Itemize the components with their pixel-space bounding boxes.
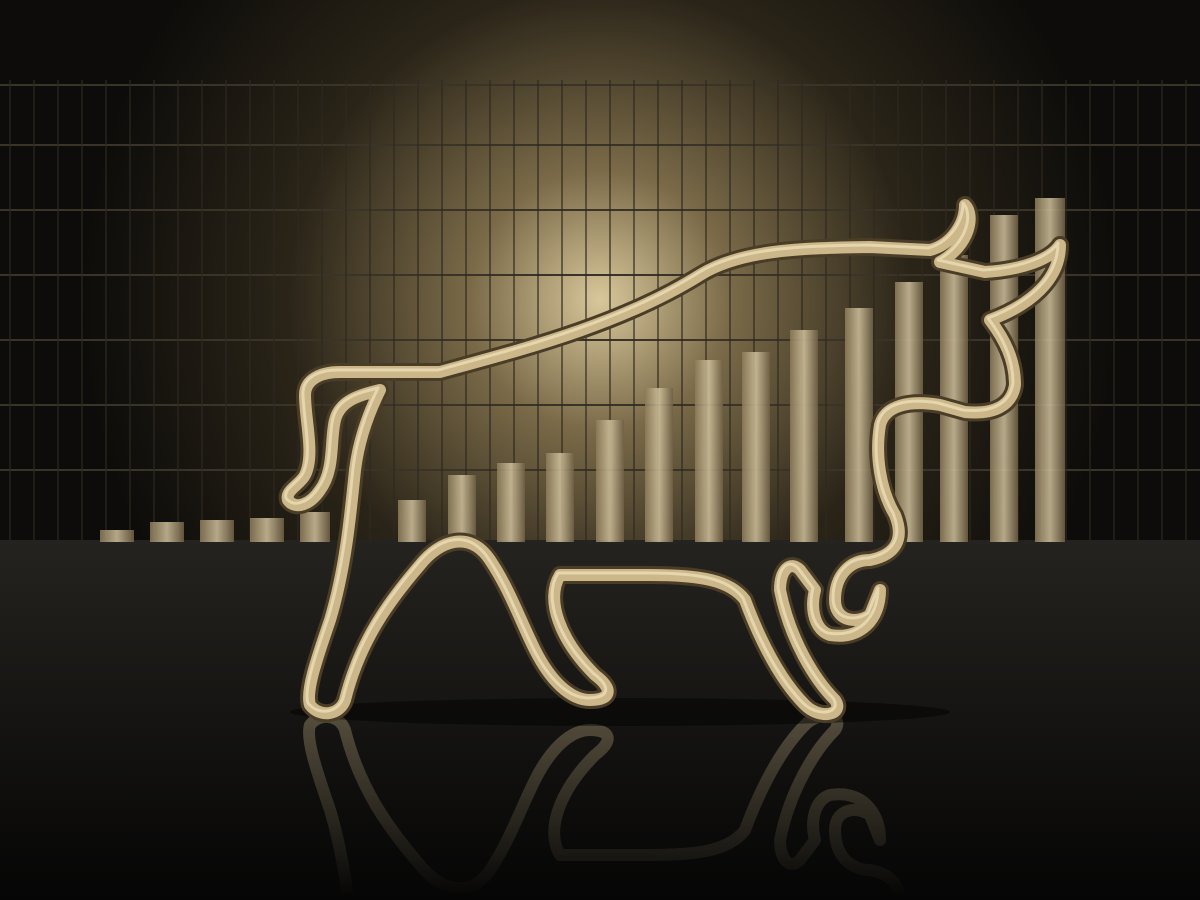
floor [0, 540, 1200, 900]
bull-shadow-floor [290, 698, 950, 726]
